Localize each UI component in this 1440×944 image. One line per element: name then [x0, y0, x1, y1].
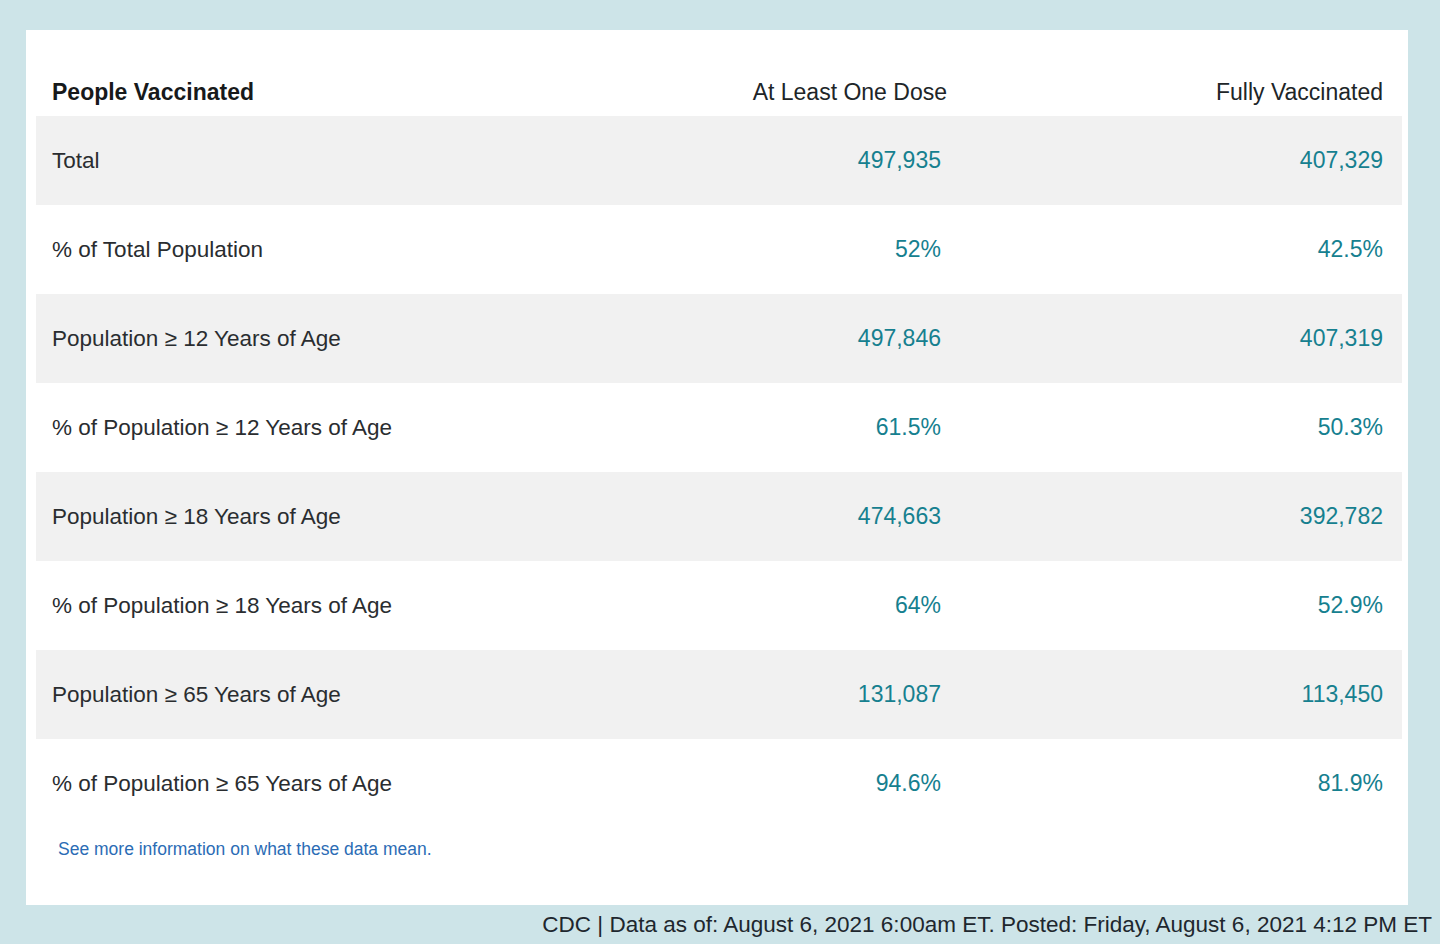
table-row-pct-population-12plus: % of Population ≥ 12 Years of Age 61.5% …	[36, 383, 1402, 472]
table-body: Total 497,935 407,329 % of Total Populat…	[36, 116, 1402, 828]
table-row-population-65plus: Population ≥ 65 Years of Age 131,087 113…	[36, 650, 1402, 739]
row-label: % of Total Population	[36, 237, 641, 263]
row-label: % of Population ≥ 65 Years of Age	[36, 771, 641, 797]
see-more-information-link[interactable]: See more information on what these data …	[58, 839, 432, 859]
fully-vaccinated-value: 52.9%	[941, 592, 1402, 619]
one-dose-value: 61.5%	[641, 414, 941, 441]
fully-vaccinated-value: 81.9%	[941, 770, 1402, 797]
table-row-population-12plus: Population ≥ 12 Years of Age 497,846 407…	[36, 294, 1402, 383]
column-header-at-least-one-dose: At Least One Dose	[647, 79, 947, 106]
row-label: Population ≥ 65 Years of Age	[36, 682, 641, 708]
one-dose-value: 131,087	[641, 681, 941, 708]
one-dose-value: 94.6%	[641, 770, 941, 797]
one-dose-value: 64%	[641, 592, 941, 619]
column-header-fully-vaccinated: Fully Vaccinated	[947, 79, 1408, 106]
one-dose-value: 52%	[641, 236, 941, 263]
one-dose-value: 497,935	[641, 147, 941, 174]
fully-vaccinated-value: 392,782	[941, 503, 1402, 530]
table-row-total: Total 497,935 407,329	[36, 116, 1402, 205]
one-dose-value: 497,846	[641, 325, 941, 352]
table-row-pct-population-65plus: % of Population ≥ 65 Years of Age 94.6% …	[36, 739, 1402, 828]
footer-source-note: CDC | Data as of: August 6, 2021 6:00am …	[0, 905, 1440, 944]
row-label: % of Population ≥ 18 Years of Age	[36, 593, 641, 619]
fully-vaccinated-value: 50.3%	[941, 414, 1402, 441]
table-header-row: People Vaccinated At Least One Dose Full…	[26, 68, 1408, 116]
row-label: Population ≥ 18 Years of Age	[36, 504, 641, 530]
one-dose-value: 474,663	[641, 503, 941, 530]
row-label: Population ≥ 12 Years of Age	[36, 326, 641, 352]
table-row-pct-population-18plus: % of Population ≥ 18 Years of Age 64% 52…	[36, 561, 1402, 650]
data-info-link-row: See more information on what these data …	[58, 839, 1408, 860]
row-label: % of Population ≥ 12 Years of Age	[36, 415, 641, 441]
fully-vaccinated-value: 407,329	[941, 147, 1402, 174]
fully-vaccinated-value: 42.5%	[941, 236, 1402, 263]
fully-vaccinated-value: 407,319	[941, 325, 1402, 352]
vaccination-table-card: People Vaccinated At Least One Dose Full…	[26, 30, 1408, 905]
table-title-people-vaccinated: People Vaccinated	[26, 79, 647, 106]
fully-vaccinated-value: 113,450	[941, 681, 1402, 708]
table-row-population-18plus: Population ≥ 18 Years of Age 474,663 392…	[36, 472, 1402, 561]
table-row-pct-total-population: % of Total Population 52% 42.5%	[36, 205, 1402, 294]
row-label: Total	[36, 148, 641, 174]
